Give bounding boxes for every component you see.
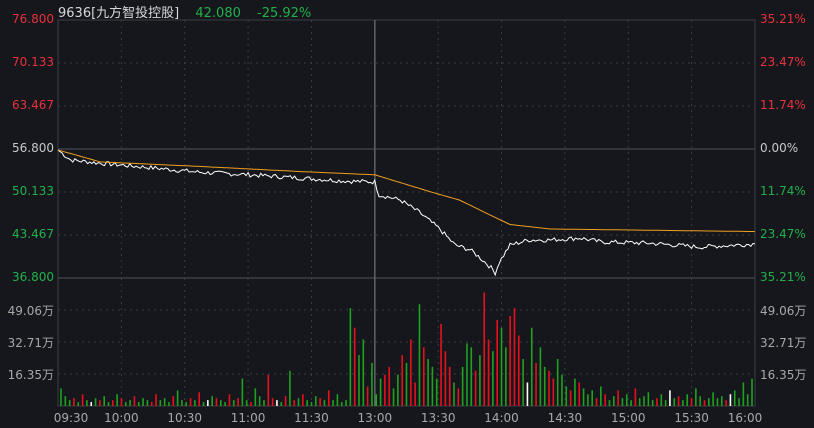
stock-name: 9636[九方智投控股] [58, 6, 180, 21]
volume-tick-label: 16.35万 [7, 368, 54, 382]
average-price-line [57, 149, 756, 233]
volume-tick-label: 49.06万 [7, 304, 54, 318]
time-tick-label: 11:30 [294, 411, 329, 425]
time-tick-label: 15:30 [674, 411, 709, 425]
time-tick-label: 10:30 [167, 411, 203, 425]
time-tick-label: 11:00 [230, 411, 266, 425]
price-tick-label: 50.133 [12, 184, 54, 198]
percent-tick-label: 35.21% [760, 12, 806, 26]
time-tick-label: 14:00 [484, 411, 519, 425]
percent-tick-label: 0.00% [760, 141, 799, 155]
price-line [57, 149, 756, 277]
volume-tick-label: 32.71万 [7, 336, 54, 350]
percent-tick-label: 11.74% [760, 98, 806, 112]
time-tick-label: 10:00 [104, 411, 139, 425]
volume-tick-label-right: 49.06万 [760, 304, 807, 318]
price-tick-label: 36.800 [12, 270, 54, 284]
last-price: 42.080 [195, 6, 241, 21]
price-tick-label: 70.133 [12, 55, 54, 69]
volume-tick-label-right: 16.35万 [760, 368, 807, 382]
time-tick-label: 09:30 [53, 411, 89, 425]
stock-header: 9636[九方智投控股] 42.080 -25.92% [58, 2, 323, 21]
price-tick-label: 76.800 [12, 12, 54, 26]
percent-tick-label: 23.47% [760, 55, 806, 69]
time-tick-label: 16:00 [727, 411, 763, 425]
percent-tick-label: 23.47% [760, 227, 806, 241]
time-tick-label: 13:00 [357, 411, 393, 425]
time-tick-label: 15:00 [610, 411, 646, 425]
price-tick-label: 63.467 [12, 98, 54, 112]
volume-tick-label-right: 32.71万 [760, 336, 807, 350]
percent-tick-label: 35.21% [760, 270, 806, 284]
plot-frame [57, 19, 756, 407]
time-tick-label: 13:30 [420, 411, 456, 425]
price-tick-label: 43.467 [12, 227, 54, 241]
time-tick-label: 14:30 [547, 411, 583, 425]
percent-tick-label: 11.74% [760, 184, 806, 198]
price-tick-label: 56.800 [12, 141, 54, 155]
change-percent: -25.92% [257, 6, 312, 21]
